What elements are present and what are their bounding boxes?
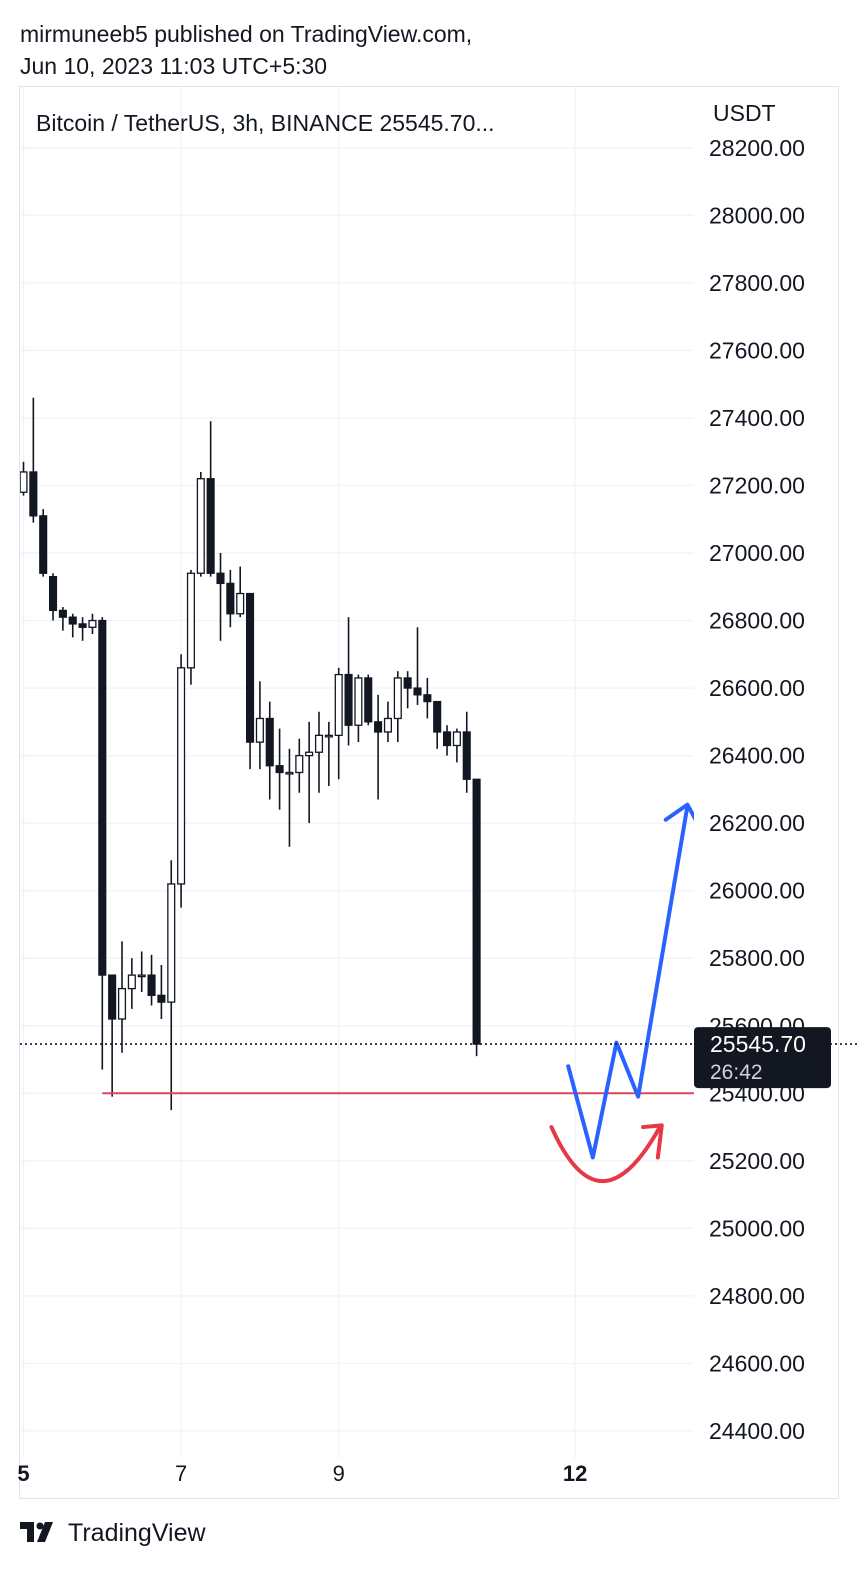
candle-bearish [39,515,48,574]
candle-bearish [147,974,156,997]
publish-date: Jun 10, 2023 11:03 UTC+5:30 [20,53,328,79]
projection-arrow-path [566,804,690,1160]
candle-bullish [383,717,392,733]
candle-bearish [472,778,481,1045]
candle-bearish [98,619,107,976]
y-tick-label: 28200.00 [709,135,805,161]
candle-bearish [403,677,412,689]
y-tick-label: 26200.00 [709,810,805,836]
y-tick-label: 27600.00 [709,337,805,363]
candle-bullish [295,754,304,774]
y-tick-label: 27400.00 [709,405,805,431]
candle-bearish [29,471,38,517]
candle-bullish [137,974,146,978]
x-tick-label: 12 [563,1461,587,1486]
candle-bullish [127,974,136,990]
candle-bearish [265,717,274,767]
x-tick-label: 5 [17,1461,29,1486]
y-tick-label: 27800.00 [709,270,805,296]
candle-bullish [334,673,343,737]
candle-bearish [49,575,58,612]
candle-bullish [305,751,314,757]
candle-bullish [236,592,245,615]
candle-bearish [108,974,117,1020]
y-tick-label: 26000.00 [709,878,805,904]
candle-bullish [354,677,363,726]
rounding-bottom-curve [549,1125,662,1183]
y-tick-label: 28000.00 [709,202,805,228]
candle-bearish [423,694,432,703]
chart-title: Bitcoin / TetherUS, 3h, BINANCE 25545.70… [36,110,495,136]
candle-bullish [314,734,324,753]
candle-bearish [374,721,383,733]
rounding-bottom-arrow-head [641,1123,664,1160]
chart-frame [19,86,839,1499]
y-axis: USDT 28200.00 28000.00 27800.00 27600.00 2740… [709,100,805,1444]
candle-bullish [393,677,402,720]
publisher-line: mirmuneeb5 published on TradingView.com, [20,21,473,47]
candle-bullish [186,572,196,669]
candle-bearish [462,731,471,780]
candle-bearish [413,687,422,696]
y-tick-label: 25200.00 [709,1148,805,1174]
x-axis: 5 7 9 12 [17,1461,587,1486]
bar-countdown: 26:42 [710,1061,763,1084]
candle-bullish [255,717,264,743]
candle-bearish [226,582,235,615]
candle-bearish [58,609,67,618]
tradingview-brand: TradingView [68,1518,206,1547]
candle-bullish [324,734,333,738]
y-axis-currency: USDT [713,100,776,126]
y-tick-label: 24800.00 [709,1283,805,1309]
footer-branding: TradingView [20,1516,206,1550]
tradingview-logo-icon [20,1522,53,1542]
candle-bullish [196,478,205,574]
price-chart[interactable]: USDT 28200.00 28000.00 27800.00 27600.00 2740… [0,0,868,1510]
candle-bearish [157,994,166,1003]
candle-bearish [78,623,87,628]
candle-bullish [177,667,186,885]
candle-bullish [117,987,127,1020]
candle-bullish [452,731,461,747]
candle-bearish [245,592,255,743]
x-tick-label: 7 [175,1461,187,1486]
y-tick-label: 27000.00 [709,540,805,566]
y-tick-label: 25000.00 [709,1215,805,1241]
projection-arrow-head [663,802,694,822]
y-tick-label: 26600.00 [709,675,805,701]
y-tick-label: 25800.00 [709,945,805,971]
candle-bullish [167,883,176,1003]
candle-bearish [364,677,373,723]
publish-info: mirmuneeb5 published on TradingView.com,… [20,18,472,82]
plot-area [20,397,694,1183]
candle-bearish [433,700,442,733]
candle-bearish [344,673,353,726]
candle-bearish [206,478,215,574]
candle-bearish [275,765,284,774]
candle-bullish [88,619,97,628]
candle-bearish [68,616,77,625]
candles [20,397,481,1111]
y-tick-label: 26400.00 [709,743,805,769]
candle-bullish [285,771,294,775]
y-tick-label: 27200.00 [709,472,805,498]
grid-lines [20,87,694,1458]
last-price-value: 25545.70 [710,1031,806,1057]
y-tick-label: 24400.00 [709,1418,805,1444]
last-price-badge [694,1027,831,1089]
candle-bearish [442,731,452,747]
candle-bearish [216,572,225,585]
y-tick-label: 26800.00 [709,608,805,634]
x-tick-label: 9 [333,1461,345,1486]
y-tick-label: 24600.00 [709,1350,805,1376]
last-price-label: 25545.70 26:42 [694,1027,831,1089]
candle-bullish [20,471,28,493]
